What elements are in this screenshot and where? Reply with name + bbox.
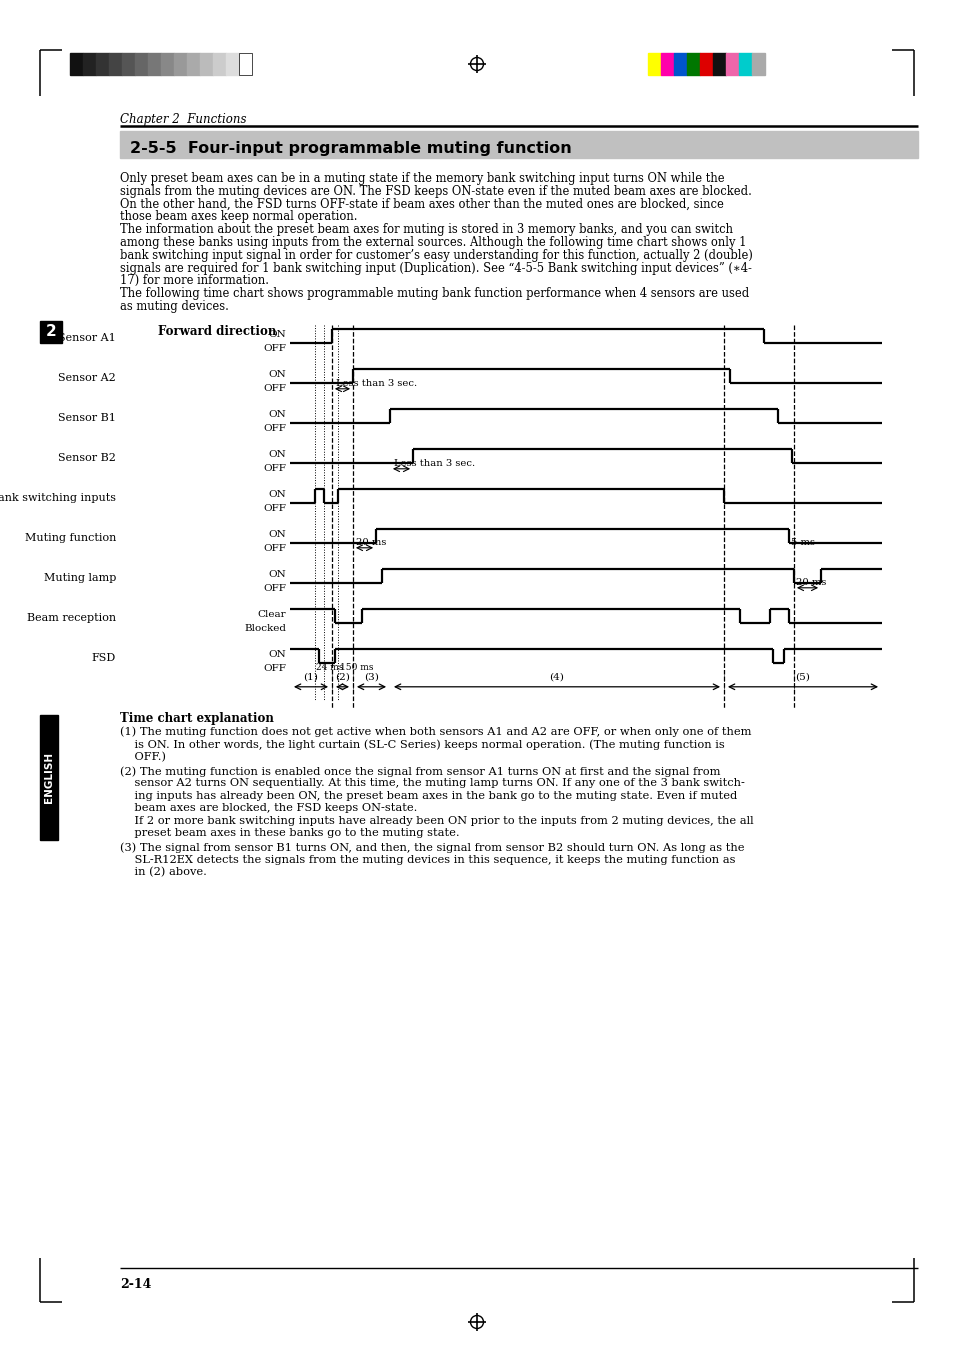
Text: Only preset beam axes can be in a muting state if the memory bank switching inpu: Only preset beam axes can be in a muting… bbox=[120, 172, 724, 185]
Bar bbox=[200, 53, 213, 76]
Text: 2: 2 bbox=[46, 324, 56, 339]
Text: Sensor B2: Sensor B2 bbox=[58, 453, 116, 463]
Text: ON: ON bbox=[268, 530, 286, 539]
Text: OFF: OFF bbox=[263, 504, 286, 513]
Text: ON: ON bbox=[268, 650, 286, 659]
Text: Less than 3 sec.: Less than 3 sec. bbox=[394, 459, 475, 467]
Bar bbox=[83, 53, 96, 76]
Bar bbox=[40, 715, 58, 840]
Text: ON: ON bbox=[268, 409, 286, 419]
Text: 24 ms: 24 ms bbox=[315, 663, 343, 671]
Bar bbox=[751, 53, 764, 76]
Text: sensor A2 turns ON sequentially. At this time, the muting lamp turns ON. If any : sensor A2 turns ON sequentially. At this… bbox=[120, 778, 744, 789]
Text: On the other hand, the FSD turns OFF-state if beam axes other than the muted one: On the other hand, the FSD turns OFF-sta… bbox=[120, 197, 723, 211]
Bar bbox=[673, 53, 686, 76]
Bar bbox=[226, 53, 239, 76]
Text: Sensor B1: Sensor B1 bbox=[58, 413, 116, 423]
Text: signals from the muting devices are ON. The FSD keeps ON-state even if the muted: signals from the muting devices are ON. … bbox=[120, 185, 751, 197]
Text: Muting lamp: Muting lamp bbox=[44, 573, 116, 582]
Text: Chapter 2  Functions: Chapter 2 Functions bbox=[120, 113, 246, 126]
Text: OFF: OFF bbox=[263, 343, 286, 353]
Text: The information about the preset beam axes for muting is stored in 3 memory bank: The information about the preset beam ax… bbox=[120, 223, 732, 236]
Bar bbox=[40, 320, 62, 343]
Bar bbox=[686, 53, 700, 76]
Bar bbox=[96, 53, 109, 76]
Text: preset beam axes in these banks go to the muting state.: preset beam axes in these banks go to th… bbox=[120, 828, 459, 838]
Text: among these banks using inputs from the external sources. Although the following: among these banks using inputs from the … bbox=[120, 236, 745, 249]
Bar bbox=[213, 53, 226, 76]
Bar bbox=[120, 131, 917, 158]
Text: (2): (2) bbox=[335, 673, 350, 682]
Text: (4): (4) bbox=[549, 673, 564, 682]
Bar bbox=[148, 53, 161, 76]
Bar bbox=[725, 53, 739, 76]
Text: ENGLISH: ENGLISH bbox=[44, 751, 54, 802]
Bar bbox=[173, 53, 187, 76]
Bar bbox=[122, 53, 135, 76]
Bar bbox=[660, 53, 673, 76]
Bar bbox=[647, 53, 660, 76]
Text: Bank switching inputs: Bank switching inputs bbox=[0, 493, 116, 503]
Text: 20 ms: 20 ms bbox=[795, 578, 825, 586]
Text: Less than 3 sec.: Less than 3 sec. bbox=[335, 378, 416, 388]
Text: (2) The muting function is enabled once the signal from sensor A1 turns ON at fi: (2) The muting function is enabled once … bbox=[120, 766, 720, 777]
Bar bbox=[135, 53, 148, 76]
Bar bbox=[739, 53, 751, 76]
Bar bbox=[70, 53, 83, 76]
Text: beam axes are blocked, the FSD keeps ON-state.: beam axes are blocked, the FSD keeps ON-… bbox=[120, 804, 417, 813]
Text: Blocked: Blocked bbox=[244, 624, 286, 632]
Text: (1): (1) bbox=[303, 673, 318, 682]
Text: 2-5-5  Four-input programmable muting function: 2-5-5 Four-input programmable muting fun… bbox=[130, 142, 571, 157]
Text: Time chart explanation: Time chart explanation bbox=[120, 712, 274, 724]
Text: FSD: FSD bbox=[91, 653, 116, 663]
Text: ON: ON bbox=[268, 450, 286, 459]
Bar bbox=[187, 53, 200, 76]
Text: Forward direction: Forward direction bbox=[158, 324, 276, 338]
Text: OFF.): OFF.) bbox=[120, 751, 166, 762]
Text: Beam reception: Beam reception bbox=[27, 613, 116, 623]
Text: OFF: OFF bbox=[263, 544, 286, 553]
Text: as muting devices.: as muting devices. bbox=[120, 300, 229, 313]
Text: 2-14: 2-14 bbox=[120, 1278, 152, 1292]
Bar bbox=[109, 53, 122, 76]
Text: 5 ms: 5 ms bbox=[790, 538, 814, 547]
Text: (5): (5) bbox=[795, 673, 810, 682]
Text: in (2) above.: in (2) above. bbox=[120, 867, 207, 878]
Bar bbox=[161, 53, 173, 76]
Text: ON: ON bbox=[268, 490, 286, 499]
Text: If 2 or more bank switching inputs have already been ON prior to the inputs from: If 2 or more bank switching inputs have … bbox=[120, 816, 753, 825]
Text: Sensor A2: Sensor A2 bbox=[58, 373, 116, 382]
Text: Clear: Clear bbox=[257, 609, 286, 619]
Text: OFF: OFF bbox=[263, 424, 286, 432]
Text: SL-R12EX detects the signals from the muting devices in this sequence, it keeps : SL-R12EX detects the signals from the mu… bbox=[120, 855, 735, 865]
Bar bbox=[712, 53, 725, 76]
Text: ON: ON bbox=[268, 330, 286, 339]
Text: ON: ON bbox=[268, 570, 286, 578]
Text: ing inputs has already been ON, the preset beam axes in the bank go to the mutin: ing inputs has already been ON, the pres… bbox=[120, 790, 737, 801]
Text: The following time chart shows programmable muting bank function performance whe: The following time chart shows programma… bbox=[120, 288, 748, 300]
Bar bbox=[700, 53, 712, 76]
Text: 150 ms: 150 ms bbox=[339, 663, 374, 671]
Text: bank switching input signal in order for customer’s easy understanding for this : bank switching input signal in order for… bbox=[120, 249, 752, 262]
Bar bbox=[239, 53, 252, 76]
Text: 20 ms: 20 ms bbox=[355, 538, 386, 547]
Text: OFF: OFF bbox=[263, 463, 286, 473]
Text: (3) The signal from sensor B1 turns ON, and then, the signal from sensor B2 shou: (3) The signal from sensor B1 turns ON, … bbox=[120, 843, 743, 852]
Text: is ON. In other words, the light curtain (SL-C Series) keeps normal operation. (: is ON. In other words, the light curtain… bbox=[120, 739, 724, 750]
Text: (3): (3) bbox=[364, 673, 378, 682]
Text: ON: ON bbox=[268, 370, 286, 378]
Text: 17) for more information.: 17) for more information. bbox=[120, 274, 269, 288]
Text: OFF: OFF bbox=[263, 663, 286, 673]
Text: OFF: OFF bbox=[263, 384, 286, 393]
Text: those beam axes keep normal operation.: those beam axes keep normal operation. bbox=[120, 211, 357, 223]
Text: Muting function: Muting function bbox=[25, 532, 116, 543]
Text: Sensor A1: Sensor A1 bbox=[58, 332, 116, 343]
Text: OFF: OFF bbox=[263, 584, 286, 593]
Text: signals are required for 1 bank switching input (Duplication). See “4-5-5 Bank s: signals are required for 1 bank switchin… bbox=[120, 262, 751, 274]
Text: (1) The muting function does not get active when both sensors A1 and A2 are OFF,: (1) The muting function does not get act… bbox=[120, 727, 751, 738]
